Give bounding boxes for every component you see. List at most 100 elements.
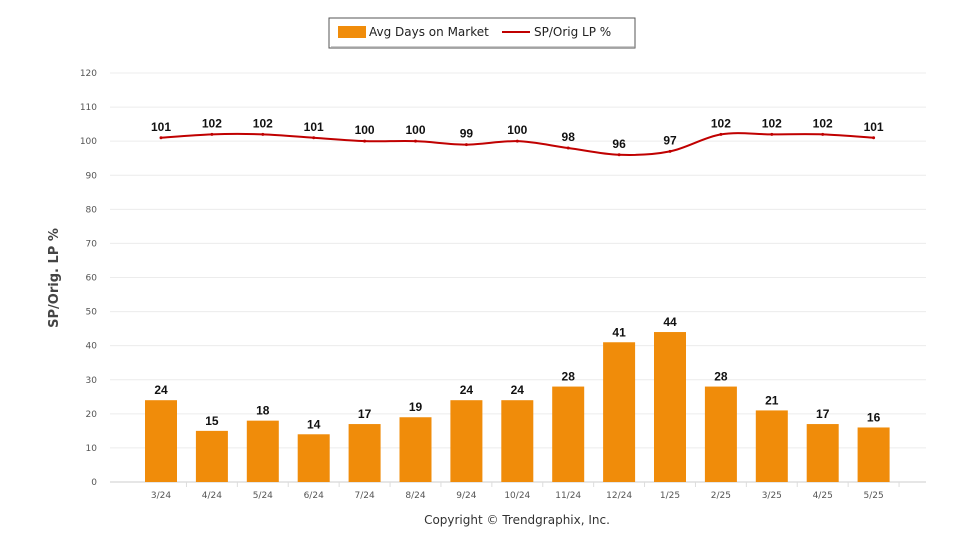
x-tick-label: 5/24 bbox=[253, 491, 273, 501]
line-value-label: 102 bbox=[202, 116, 222, 130]
bar-value-label: 28 bbox=[714, 370, 728, 384]
line-point bbox=[261, 132, 265, 136]
x-tick-label: 5/25 bbox=[863, 491, 883, 501]
bar-value-label: 41 bbox=[612, 325, 626, 339]
bar bbox=[399, 417, 432, 482]
line-point bbox=[210, 132, 214, 136]
x-tick-label: 10/24 bbox=[504, 491, 530, 501]
y-tick-label: 40 bbox=[86, 342, 98, 352]
line-point bbox=[312, 136, 316, 140]
grid-lines bbox=[110, 72, 926, 483]
bar bbox=[246, 420, 279, 482]
line-data-labels: 101 102 102 101 100 100 99 100 98 96 97 102 102 102 10… bbox=[151, 116, 884, 150]
bar bbox=[195, 430, 228, 482]
bar-value-label: 18 bbox=[256, 404, 270, 418]
bar bbox=[297, 434, 330, 482]
x-tick-label: 7/24 bbox=[354, 491, 374, 501]
legend-label-sp-orig-lp: SP/Orig LP % bbox=[534, 25, 611, 39]
y-tick-label: 60 bbox=[86, 274, 98, 284]
line-point bbox=[464, 143, 468, 147]
line-value-label: 102 bbox=[711, 116, 731, 130]
bar bbox=[501, 400, 534, 482]
line-value-label: 100 bbox=[355, 123, 375, 137]
bar-series bbox=[145, 332, 890, 482]
bar-value-label: 24 bbox=[460, 383, 474, 397]
bar-value-label: 14 bbox=[307, 417, 321, 431]
bar bbox=[654, 332, 686, 482]
line-point bbox=[770, 132, 774, 136]
x-tick-label: 12/24 bbox=[606, 491, 632, 501]
bar-value-label: 19 bbox=[409, 400, 423, 414]
x-tick-label: 3/25 bbox=[762, 491, 782, 501]
y-tick-label: 20 bbox=[86, 410, 98, 420]
line-point bbox=[872, 136, 876, 140]
y-tick-label: 50 bbox=[86, 308, 98, 318]
y-tick-label: 120 bbox=[80, 69, 97, 79]
line-point bbox=[363, 139, 367, 143]
copyright-text: Copyright © Trendgraphix, Inc. bbox=[424, 513, 610, 527]
line-value-label: 96 bbox=[612, 137, 626, 151]
legend-swatch-bar bbox=[338, 26, 366, 38]
bar-value-label: 24 bbox=[154, 383, 168, 397]
bar-value-label: 15 bbox=[205, 414, 219, 428]
line-value-label: 101 bbox=[151, 120, 171, 134]
bar-value-label: 44 bbox=[663, 315, 677, 329]
line-value-label: 98 bbox=[562, 130, 576, 144]
legend-box bbox=[328, 17, 636, 49]
legend-label-days-on-market: Avg Days on Market bbox=[369, 25, 489, 39]
line-point bbox=[668, 149, 672, 153]
y-tick-label: 80 bbox=[86, 205, 98, 215]
bar bbox=[857, 427, 890, 482]
bar-value-label: 17 bbox=[816, 407, 830, 421]
bar bbox=[450, 400, 483, 482]
line-value-label: 102 bbox=[762, 116, 782, 130]
y-tick-label: 10 bbox=[86, 444, 98, 454]
line-value-label: 97 bbox=[663, 133, 677, 147]
line-series bbox=[159, 132, 876, 157]
x-tick-labels: 3/24 4/24 5/24 6/24 7/24 8/24 9/24 10/24 11/24 12… bbox=[151, 482, 900, 501]
x-tick-label: 11/24 bbox=[555, 491, 581, 501]
y-tick-label: 110 bbox=[80, 103, 97, 113]
line-point bbox=[159, 136, 163, 140]
y-tick-label: 70 bbox=[86, 239, 98, 249]
line-value-label: 102 bbox=[813, 116, 833, 130]
line-value-label: 99 bbox=[460, 127, 474, 141]
bar bbox=[806, 424, 839, 482]
bar-value-label: 28 bbox=[562, 370, 576, 384]
line-value-label: 101 bbox=[864, 120, 884, 134]
x-tick-label: 6/24 bbox=[304, 491, 324, 501]
line-point bbox=[515, 139, 519, 143]
line-value-label: 101 bbox=[304, 120, 324, 134]
bar bbox=[755, 410, 788, 482]
line-value-label: 100 bbox=[405, 123, 425, 137]
line-point bbox=[566, 146, 570, 150]
bar bbox=[145, 400, 177, 482]
y-tick-label: 30 bbox=[86, 376, 98, 386]
x-tick-label: 8/24 bbox=[405, 491, 425, 501]
bar bbox=[348, 424, 381, 482]
bar bbox=[603, 342, 636, 482]
bar-value-label: 24 bbox=[511, 383, 525, 397]
y-tick-label: 0 bbox=[91, 478, 97, 488]
x-tick-label: 1/25 bbox=[660, 491, 680, 501]
bar-value-label: 16 bbox=[867, 410, 881, 424]
y-axis-label: SP/Orig. LP % bbox=[47, 228, 62, 328]
bar bbox=[552, 386, 585, 482]
bar-value-label: 17 bbox=[358, 407, 372, 421]
line-point bbox=[719, 132, 723, 136]
x-tick-label: 9/24 bbox=[456, 491, 476, 501]
line-point bbox=[617, 153, 621, 157]
x-tick-label: 4/24 bbox=[202, 491, 222, 501]
bar-data-labels: 24 15 18 14 17 19 24 24 28 41 44 28 21 17 16 bbox=[154, 315, 880, 431]
bar-value-label: 21 bbox=[765, 393, 779, 407]
line-value-label: 100 bbox=[507, 123, 527, 137]
x-tick-label: 4/25 bbox=[813, 491, 833, 501]
y-tick-labels: 0 10 20 30 40 50 60 70 80 90 100 110 120 bbox=[80, 69, 97, 488]
legend: Avg Days on Market SP/Orig LP % bbox=[328, 17, 636, 49]
y-tick-label: 90 bbox=[86, 171, 98, 181]
line-value-label: 102 bbox=[253, 116, 273, 130]
bar bbox=[704, 386, 737, 482]
line-point bbox=[414, 139, 417, 143]
y-tick-label: 100 bbox=[80, 137, 97, 147]
